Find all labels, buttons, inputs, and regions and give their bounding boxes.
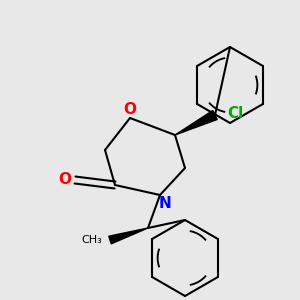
- Text: CH₃: CH₃: [81, 235, 102, 245]
- Polygon shape: [109, 228, 148, 244]
- Text: O: O: [124, 103, 136, 118]
- Text: Cl: Cl: [227, 106, 243, 121]
- Text: O: O: [58, 172, 71, 188]
- Polygon shape: [175, 110, 217, 135]
- Text: N: N: [159, 196, 171, 211]
